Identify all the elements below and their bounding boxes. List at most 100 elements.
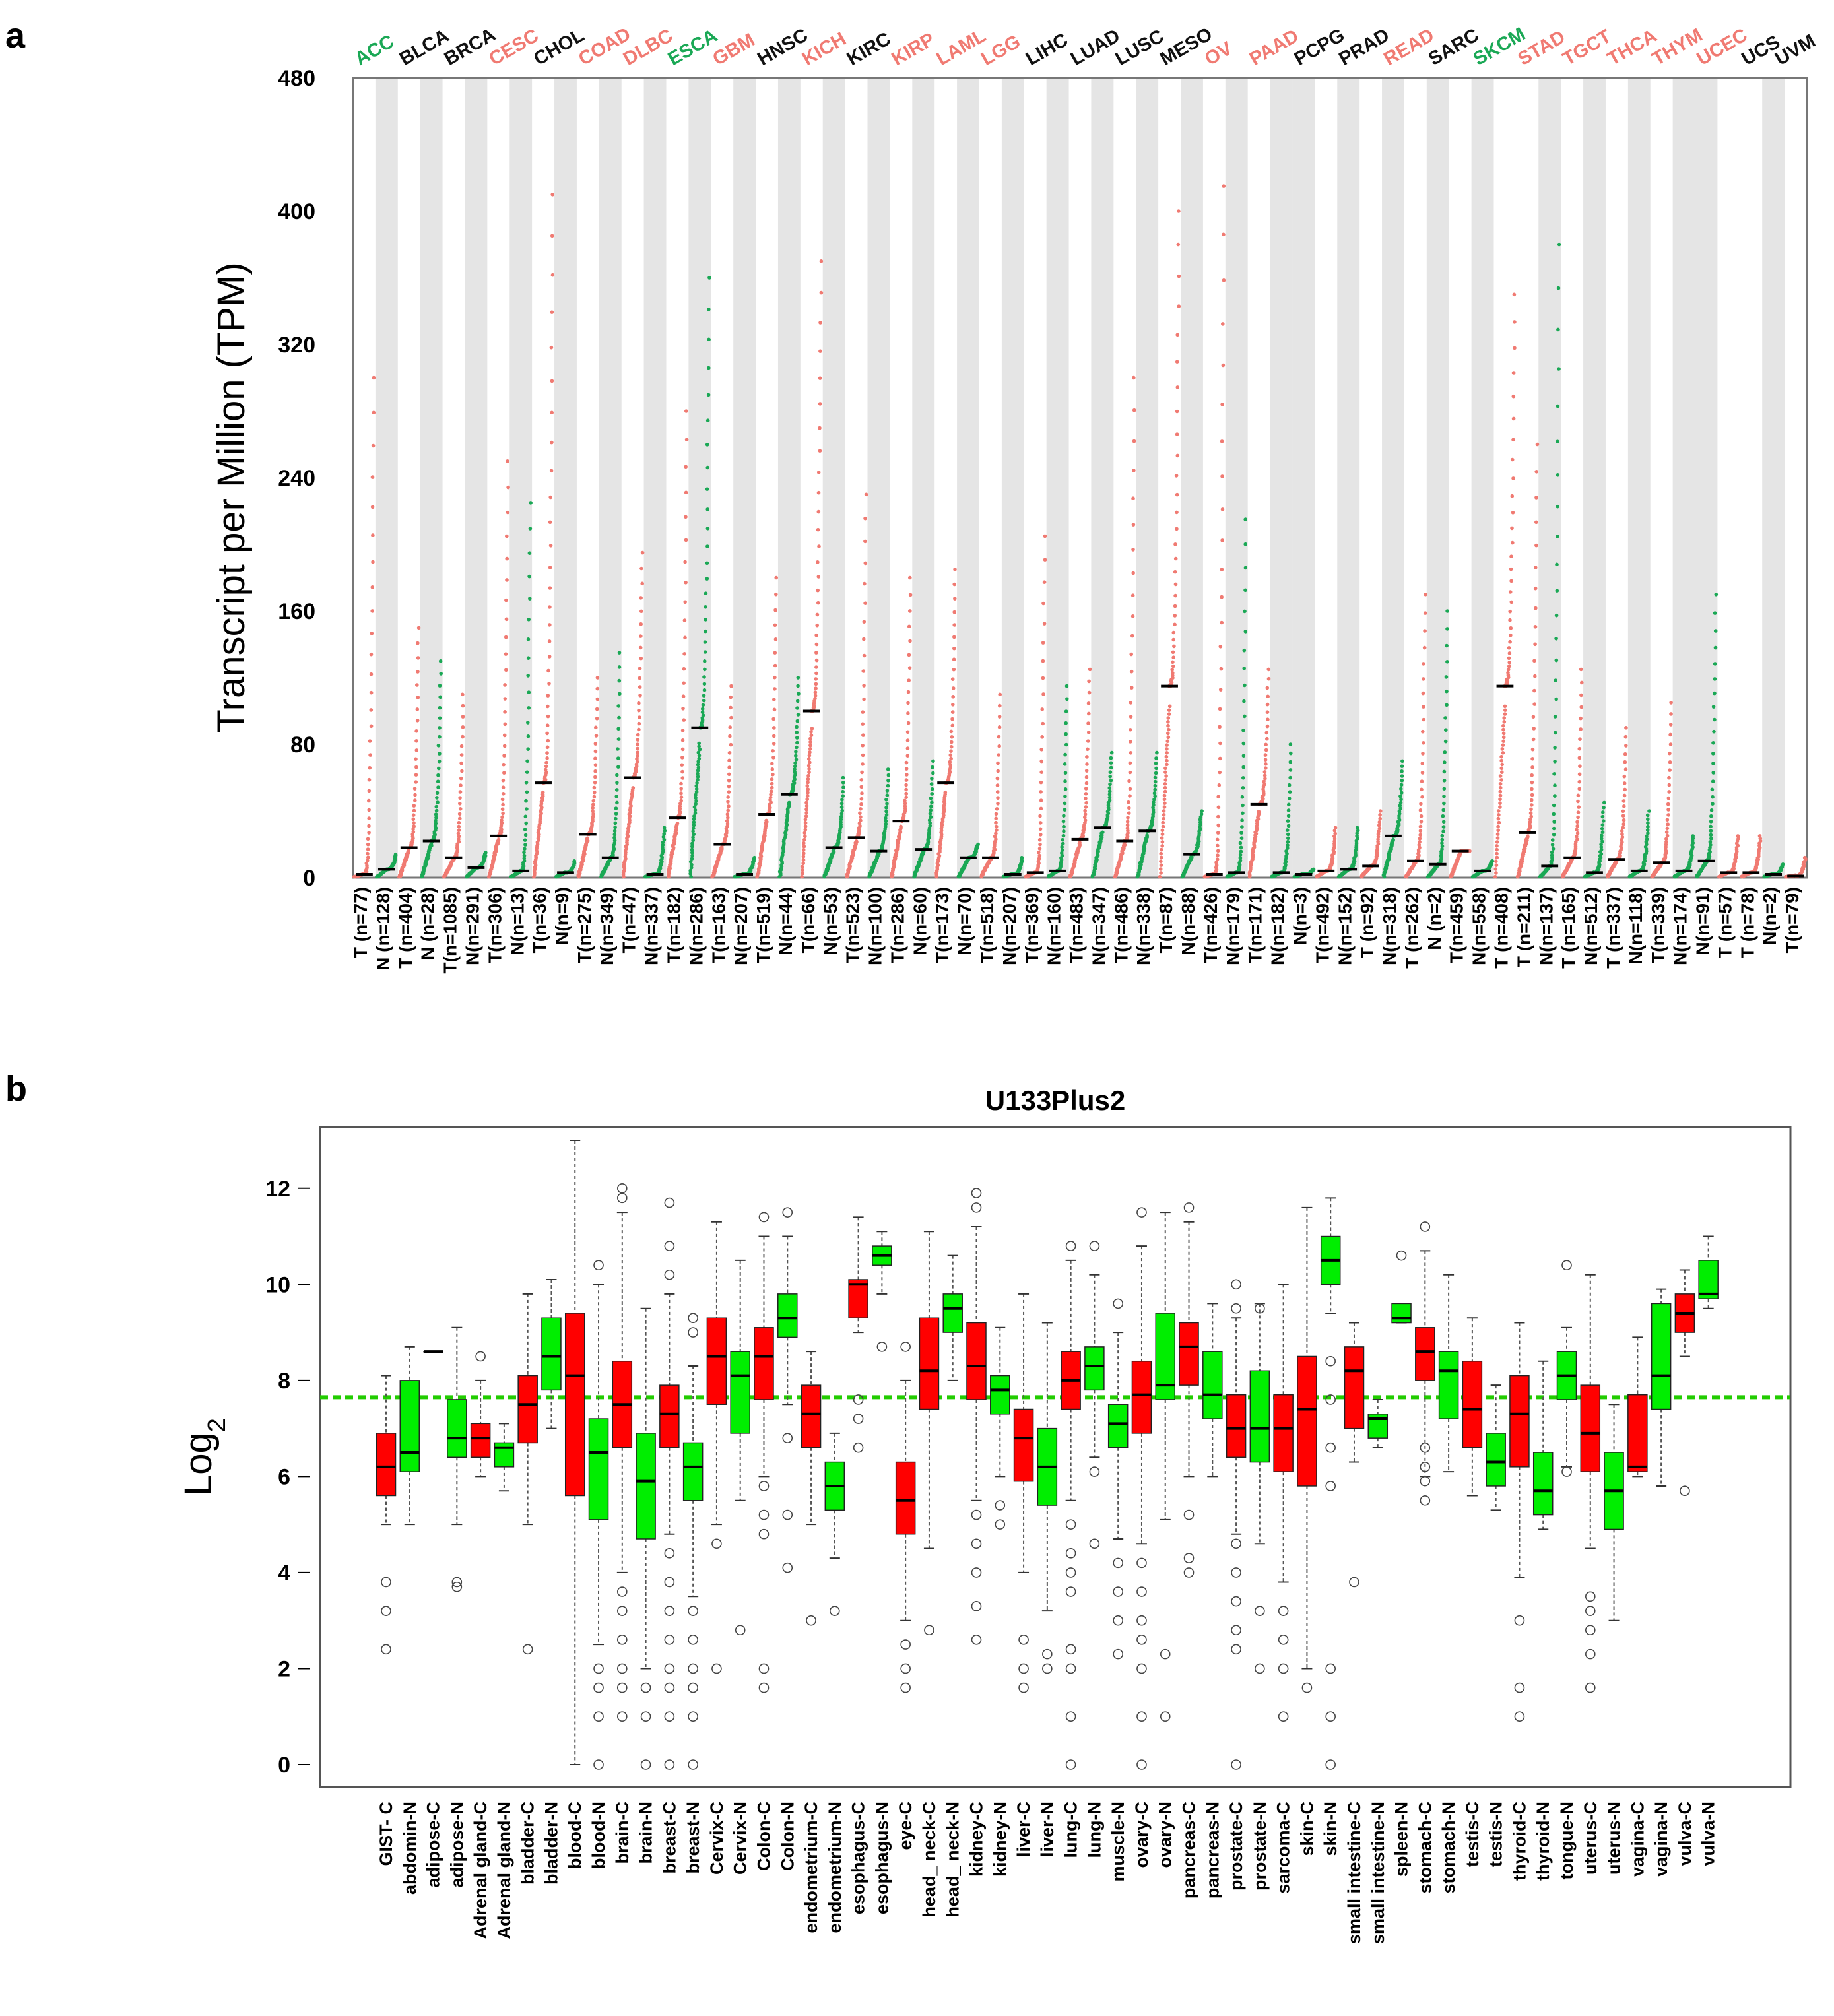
tpm-dot bbox=[1086, 701, 1091, 705]
normal-band bbox=[599, 78, 622, 878]
tpm-dot bbox=[704, 618, 707, 622]
normal-band bbox=[1762, 78, 1785, 878]
tpm-dot bbox=[1501, 739, 1505, 743]
tpm-dot bbox=[806, 777, 810, 781]
tpm-dot bbox=[1219, 667, 1224, 671]
y-tick-label: 240 bbox=[278, 466, 315, 491]
tpm-dot bbox=[839, 820, 843, 824]
tpm-dot bbox=[860, 791, 864, 795]
tpm-dot bbox=[1220, 595, 1224, 599]
tpm-dot bbox=[692, 820, 696, 824]
tpm-dot bbox=[1530, 803, 1534, 807]
tpm-dot bbox=[614, 816, 618, 821]
tpm-dot bbox=[1062, 824, 1066, 829]
tpm-dot bbox=[1262, 773, 1267, 777]
normal-band bbox=[867, 78, 890, 878]
tpm-dot bbox=[904, 791, 908, 796]
tpm-dot bbox=[727, 751, 732, 755]
tpm-dot bbox=[636, 738, 640, 742]
group-label: T(n=182) bbox=[664, 887, 684, 963]
group-label: N (n=128) bbox=[373, 887, 393, 971]
tpm-dot bbox=[1265, 710, 1270, 714]
tpm-dot bbox=[437, 759, 442, 764]
tpm-dot bbox=[1494, 859, 1498, 863]
tpm-dot bbox=[729, 695, 733, 699]
tpm-dot bbox=[1531, 737, 1536, 742]
tpm-dot bbox=[1130, 593, 1135, 597]
tpm-dot bbox=[1220, 620, 1224, 625]
tpm-dot bbox=[1129, 669, 1134, 674]
tpm-dot bbox=[1162, 813, 1166, 817]
tpm-dot bbox=[1158, 874, 1162, 879]
group-label: N(n=291) bbox=[462, 887, 482, 965]
tpm-dot bbox=[1287, 802, 1291, 807]
tpm-dot bbox=[808, 750, 812, 754]
tpm-dot bbox=[703, 640, 707, 644]
tpm-dot bbox=[616, 704, 620, 708]
tpm-dot bbox=[595, 676, 600, 680]
tpm-dot bbox=[816, 560, 820, 564]
tpm-dot bbox=[1493, 867, 1498, 871]
tpm-dot bbox=[1262, 770, 1267, 774]
tpm-dot bbox=[434, 812, 438, 816]
tpm-dot bbox=[1257, 810, 1261, 814]
tpm-dot bbox=[1041, 641, 1045, 645]
tpm-dot bbox=[863, 581, 867, 586]
tpm-dot bbox=[995, 828, 999, 832]
tpm-dot bbox=[726, 800, 730, 804]
tpm-dot bbox=[540, 790, 545, 795]
tpm-dot bbox=[950, 735, 954, 739]
tpm-dot bbox=[729, 705, 733, 710]
tpm-dot bbox=[696, 769, 700, 773]
tpm-dot bbox=[702, 675, 706, 679]
tpm-dot bbox=[1064, 732, 1068, 736]
tpm-dot bbox=[504, 652, 508, 656]
tpm-dot bbox=[1534, 470, 1538, 474]
tpm-dot bbox=[1084, 797, 1088, 800]
tpm-dot bbox=[705, 465, 710, 470]
tpm-dot bbox=[661, 835, 666, 839]
tpm-dot bbox=[1266, 667, 1271, 672]
tpm-dot bbox=[1172, 644, 1176, 649]
tpm-dot bbox=[1241, 765, 1245, 769]
tpm-dot bbox=[1400, 769, 1404, 773]
tpm-dot bbox=[1507, 651, 1512, 655]
tpm-dot bbox=[1243, 683, 1247, 688]
tpm-dot bbox=[502, 744, 507, 748]
tpm-dot bbox=[815, 612, 820, 617]
tpm-dot bbox=[1419, 814, 1424, 818]
tpm-dot bbox=[859, 802, 863, 806]
tpm-dot bbox=[1171, 664, 1175, 668]
tpm-dot bbox=[904, 767, 909, 771]
tpm-dot bbox=[682, 618, 687, 622]
tpm-dot bbox=[1285, 828, 1290, 832]
tpm-dot bbox=[549, 345, 554, 350]
tpm-dot bbox=[1445, 609, 1449, 613]
tpm-dot bbox=[1129, 751, 1133, 755]
tpm-dot bbox=[1063, 801, 1067, 806]
tpm-dot bbox=[814, 658, 819, 663]
group-label: N(n=9) bbox=[552, 887, 572, 945]
tpm-dot bbox=[794, 754, 798, 758]
tpm-dot bbox=[690, 845, 694, 849]
tpm-dot bbox=[814, 682, 818, 686]
tpm-dot bbox=[813, 696, 817, 701]
tpm-dot bbox=[1162, 797, 1167, 802]
tpm-dot bbox=[1162, 793, 1167, 798]
tpm-dot bbox=[1167, 727, 1171, 732]
tpm-dot bbox=[1175, 385, 1180, 389]
tpm-dot bbox=[500, 818, 504, 822]
tpm-dot bbox=[617, 678, 622, 683]
normal-band bbox=[1471, 78, 1494, 878]
tpm-dot bbox=[1086, 731, 1091, 734]
tpm-dot bbox=[592, 795, 597, 799]
tpm-dot bbox=[638, 676, 641, 680]
tpm-dot bbox=[840, 798, 844, 802]
group-label: T(n=275) bbox=[574, 887, 595, 963]
tpm-dot bbox=[793, 761, 797, 765]
tpm-dot bbox=[458, 796, 462, 800]
tpm-dot bbox=[1218, 707, 1222, 711]
tpm-dot bbox=[1422, 741, 1425, 745]
tpm-dot bbox=[729, 684, 733, 688]
tpm-dot bbox=[548, 566, 552, 569]
